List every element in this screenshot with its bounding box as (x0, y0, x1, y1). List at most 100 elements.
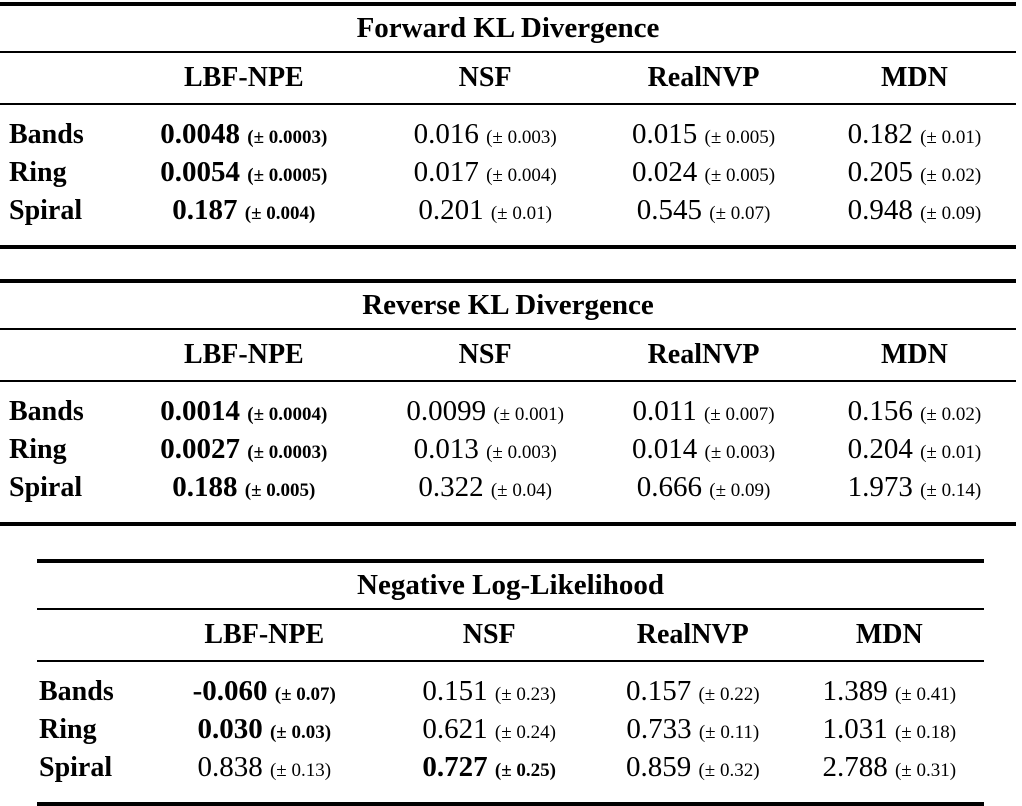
value-cell: 0.205 (± 0.02) (813, 155, 1016, 193)
value-main: 1.973 (847, 471, 913, 503)
value-main: 0.024 (632, 156, 698, 188)
table-row: Spiral 0.188 (± 0.005) 0.322 (± 0.04) 0.… (0, 470, 1016, 526)
table-row: Spiral 0.838 (± 0.13) 0.727 (± 0.25) 0.8… (37, 750, 984, 806)
value-uncertainty: (± 0.14) (920, 480, 982, 501)
value-main: 0.204 (847, 433, 913, 465)
value-cell: 1.389 (± 0.41) (795, 661, 984, 712)
value-cell: 0.157 (± 0.22) (591, 661, 795, 712)
table-title-row: Forward KL Divergence (0, 2, 1016, 53)
value-uncertainty: (± 0.004) (486, 165, 557, 186)
value-cell: 0.0014 (± 0.0004) (112, 381, 376, 432)
value-uncertainty: (± 0.003) (486, 442, 557, 463)
value-main: -0.060 (192, 675, 268, 707)
column-header-lbf-npe: LBF-NPE (111, 52, 376, 105)
value-uncertainty: (± 0.22) (698, 684, 760, 705)
table-title: Forward KL Divergence (0, 2, 1016, 53)
value-cell: 0.201 (± 0.01) (375, 193, 595, 249)
value-uncertainty: (± 0.31) (894, 760, 957, 781)
value-main: 0.188 (172, 471, 238, 503)
value-uncertainty: (± 0.005) (704, 127, 776, 148)
value-cell: 0.013 (± 0.003) (376, 432, 594, 470)
value-main: 0.156 (847, 395, 913, 427)
value-cell: 0.0054 (± 0.0005) (112, 155, 376, 193)
table-header-row: LBF-NPE NSF RealNVP MDN (0, 52, 1016, 105)
table-title-row: Negative Log-Likelihood (37, 559, 984, 610)
column-header-mdn: MDN (794, 609, 984, 662)
row-label-bands: Bands (39, 676, 114, 707)
value-uncertainty: (± 0.004) (244, 203, 316, 224)
row-label-bands: Bands (9, 396, 84, 427)
table-row: Bands 0.0048 (± 0.0003) 0.016 (± 0.003) … (0, 104, 1016, 155)
row-label-bands: Bands (9, 119, 84, 150)
value-main: 0.201 (418, 194, 484, 226)
table-header-row: LBF-NPE NSF RealNVP MDN (0, 329, 1016, 382)
value-uncertainty: (± 0.07) (709, 203, 771, 224)
value-main: 0.030 (197, 713, 263, 745)
value-cell: 0.011 (± 0.007) (594, 381, 812, 432)
value-cell: 0.204 (± 0.01) (813, 432, 1016, 470)
value-cell: 0.727 (± 0.25) (387, 750, 591, 806)
value-cell: 0.322 (± 0.04) (375, 470, 595, 526)
value-uncertainty: (± 0.01) (920, 442, 982, 463)
value-cell: 0.017 (± 0.004) (376, 155, 594, 193)
value-uncertainty: (± 0.005) (704, 165, 776, 186)
value-main: 0.859 (625, 751, 692, 783)
value-cell: 0.151 (± 0.23) (387, 661, 591, 712)
value-cell: 0.621 (± 0.24) (387, 712, 591, 750)
value-cell: 2.788 (± 0.31) (794, 750, 984, 806)
value-main: 0.013 (413, 433, 479, 465)
forward-kl-table: Forward KL Divergence LBF-NPE NSF RealNV… (0, 2, 1016, 249)
value-cell: 0.859 (± 0.32) (590, 750, 795, 806)
value-uncertainty: (± 0.25) (494, 760, 556, 781)
value-uncertainty: (± 0.02) (920, 404, 982, 425)
value-main: 0.727 (422, 751, 488, 783)
table-header-row: LBF-NPE NSF RealNVP MDN (37, 609, 984, 662)
value-uncertainty: (± 0.0003) (247, 442, 328, 463)
value-main: 0.545 (636, 194, 703, 226)
value-main: 0.157 (625, 675, 692, 707)
value-cell: 0.015 (± 0.005) (594, 104, 812, 155)
value-uncertainty: (± 0.0003) (247, 127, 328, 148)
value-cell: 0.0099 (± 0.001) (376, 381, 594, 432)
value-main: 0.151 (422, 675, 488, 707)
value-main: 0.0027 (160, 433, 241, 465)
value-uncertainty: (± 0.007) (703, 404, 775, 425)
value-main: 0.621 (422, 713, 488, 745)
value-uncertainty: (± 0.02) (920, 165, 982, 186)
value-main: 0.948 (847, 194, 913, 226)
value-cell: 0.182 (± 0.01) (813, 104, 1016, 155)
column-header-nsf: NSF (375, 52, 595, 105)
value-uncertainty: (± 0.11) (698, 722, 760, 743)
value-cell: 0.838 (± 0.13) (141, 750, 388, 806)
table-row: Ring 0.030 (± 0.03) 0.621 (± 0.24) 0.733… (37, 712, 984, 750)
value-main: 0.838 (197, 751, 263, 783)
value-cell: 1.031 (± 0.18) (795, 712, 984, 750)
value-uncertainty: (± 0.32) (698, 760, 760, 781)
value-main: 0.016 (413, 118, 479, 150)
value-main: 1.389 (822, 675, 888, 707)
value-uncertainty: (± 0.09) (920, 203, 982, 224)
column-header-mdn: MDN (812, 52, 1016, 105)
value-uncertainty: (± 0.0004) (247, 404, 328, 425)
table-row: Bands -0.060 (± 0.07) 0.151 (± 0.23) 0.1… (37, 661, 984, 712)
column-header-lbf-npe: LBF-NPE (141, 609, 388, 662)
value-uncertainty: (± 0.41) (894, 684, 957, 705)
value-cell: 0.666 (± 0.09) (594, 470, 813, 526)
row-label-spiral: Spiral (0, 193, 112, 249)
value-cell: 0.030 (± 0.03) (141, 712, 387, 750)
value-cell: 0.0048 (± 0.0003) (112, 104, 376, 155)
row-label-spiral: Spiral (37, 750, 142, 806)
value-uncertainty: (± 0.18) (894, 722, 957, 743)
table-title: Negative Log-Likelihood (37, 559, 984, 610)
table-row: Ring 0.0054 (± 0.0005) 0.017 (± 0.004) 0… (0, 155, 1016, 193)
table-title: Reverse KL Divergence (0, 279, 1016, 330)
value-uncertainty: (± 0.13) (269, 760, 332, 781)
table-row: Spiral 0.187 (± 0.004) 0.201 (± 0.01) 0.… (0, 193, 1016, 249)
value-main: 0.322 (418, 471, 484, 503)
reverse-kl-table: Reverse KL Divergence LBF-NPE NSF RealNV… (0, 279, 1016, 526)
column-header-mdn: MDN (812, 329, 1016, 382)
value-main: 0.205 (847, 156, 913, 188)
value-cell: 0.014 (± 0.003) (594, 432, 812, 470)
value-main: 2.788 (822, 751, 888, 783)
